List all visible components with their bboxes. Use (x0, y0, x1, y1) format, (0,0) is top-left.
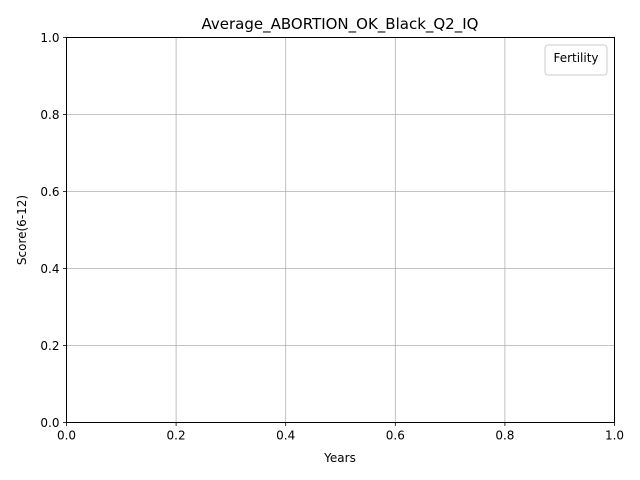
x-tick-label: 0.0 (57, 429, 76, 443)
y-tick-label: 0.8 (40, 108, 59, 122)
y-axis-label: Score(6-12) (15, 195, 29, 265)
x-tick-label: 0.6 (386, 429, 405, 443)
chart-title: Average_ABORTION_OK_Black_Q2_IQ (202, 15, 479, 34)
legend: Fertility (545, 45, 607, 75)
y-tick-label: 0.6 (40, 185, 59, 199)
legend-title: Fertility (553, 51, 598, 65)
x-tick-label: 0.8 (495, 429, 514, 443)
x-tick-label: 0.2 (167, 429, 186, 443)
x-tick-label: 1.0 (605, 429, 624, 443)
x-tick-label: 0.4 (276, 429, 295, 443)
y-tick-label: 0.4 (40, 262, 59, 276)
x-axis-label: Years (323, 451, 356, 465)
y-tick-label: 1.0 (40, 31, 59, 45)
y-tick-label: 0.0 (40, 416, 59, 430)
y-tick-label: 0.2 (40, 339, 59, 353)
